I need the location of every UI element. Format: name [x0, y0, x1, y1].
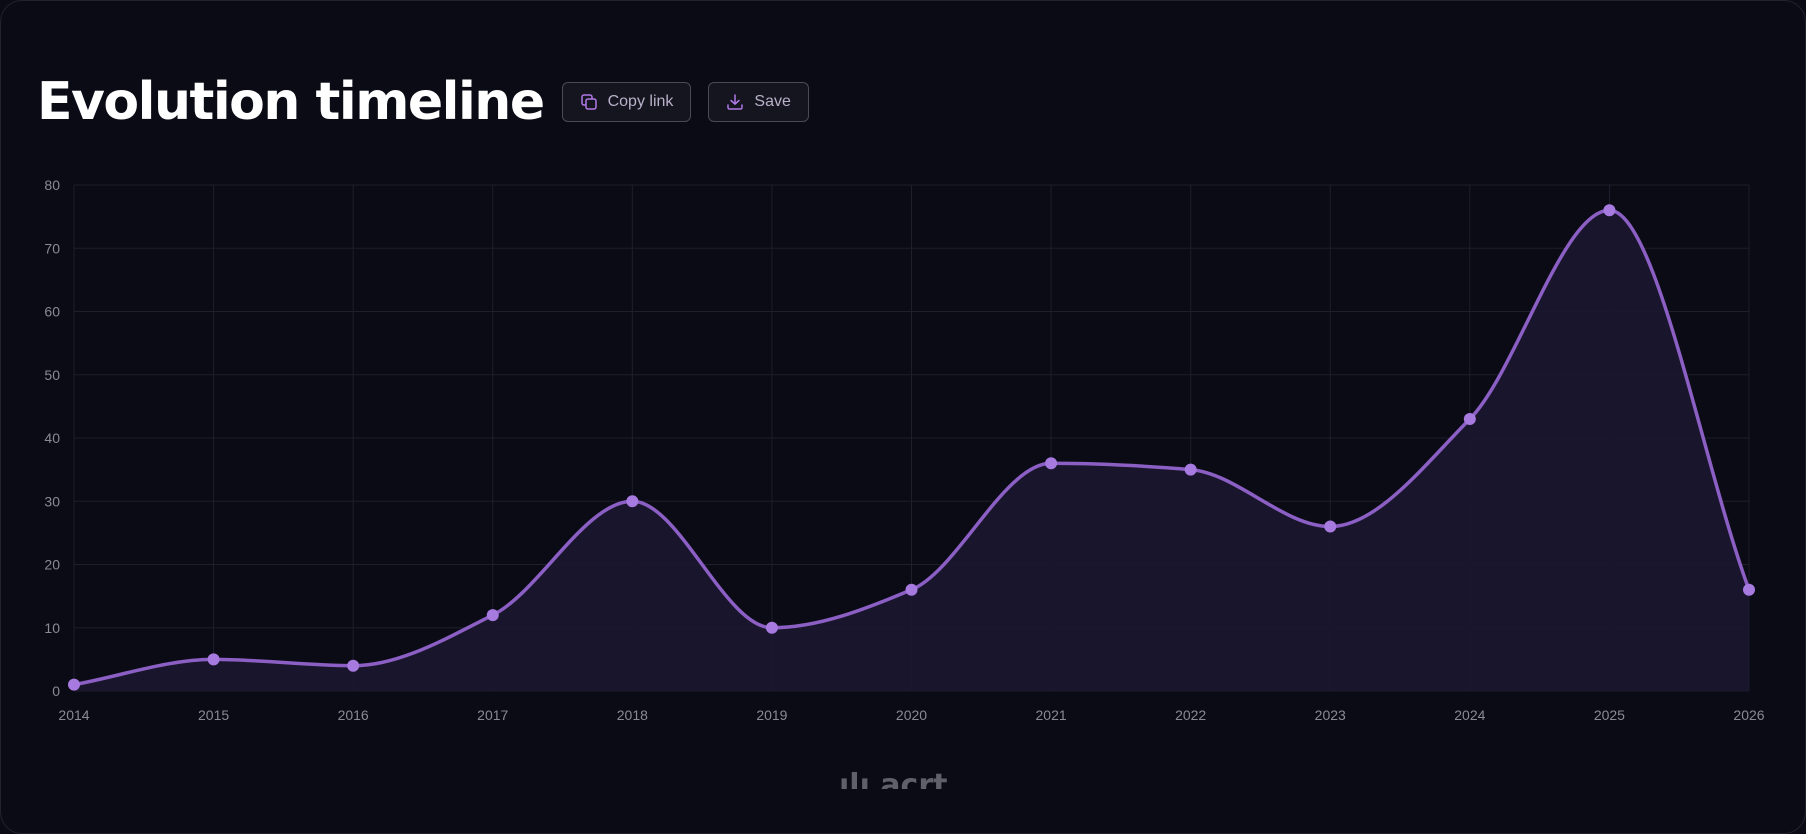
- header: Evolution timeline Copy link Save: [37, 67, 809, 137]
- x-tick-label: 2023: [1315, 707, 1346, 723]
- series-line: [73, 208, 1751, 687]
- data-point: [207, 653, 220, 666]
- data-point: [905, 583, 918, 596]
- x-tick-label: 2018: [617, 707, 648, 723]
- x-tick-label: 2014: [58, 707, 89, 723]
- x-tick-label: 2019: [756, 707, 787, 723]
- y-tick-label: 0: [52, 683, 60, 699]
- y-tick-label: 80: [44, 177, 60, 193]
- data-point: [1184, 463, 1197, 476]
- y-tick-label: 50: [44, 367, 60, 383]
- y-tick-label: 10: [44, 620, 60, 636]
- x-tick-label: 2016: [338, 707, 369, 723]
- save-label: Save: [754, 93, 791, 110]
- y-tick-label: 70: [44, 240, 60, 256]
- page-title: Evolution timeline: [37, 72, 545, 132]
- data-point: [1045, 457, 1058, 470]
- data-point: [347, 659, 360, 672]
- series-area: [74, 210, 1749, 692]
- data-point: [1603, 204, 1616, 217]
- x-tick-label: 2015: [198, 707, 229, 723]
- data-point: [68, 678, 80, 691]
- y-tick-label: 40: [44, 430, 60, 446]
- copy-link-label: Copy link: [607, 93, 674, 110]
- x-tick-label: 2026: [1733, 707, 1764, 723]
- data-point: [486, 609, 499, 622]
- copy-icon: [580, 93, 598, 111]
- x-tick-label: 2021: [1036, 707, 1067, 723]
- y-tick-label: 60: [44, 304, 60, 320]
- data-point: [1324, 520, 1337, 533]
- x-tick-label: 2020: [896, 707, 927, 723]
- data-point: [626, 495, 639, 508]
- download-icon: [726, 93, 744, 111]
- watermark-logo: ılı acrt: [839, 769, 948, 789]
- data-point: [765, 621, 778, 634]
- y-tick-label: 30: [44, 493, 60, 509]
- copy-link-button[interactable]: Copy link: [561, 82, 692, 122]
- save-button[interactable]: Save: [708, 82, 809, 122]
- y-tick-label: 20: [44, 557, 60, 573]
- x-tick-label: 2024: [1454, 707, 1485, 723]
- x-tick-label: 2017: [477, 707, 508, 723]
- x-tick-label: 2025: [1594, 707, 1625, 723]
- data-point: [1463, 413, 1476, 426]
- data-point: [1743, 583, 1755, 596]
- x-tick-label: 2022: [1175, 707, 1206, 723]
